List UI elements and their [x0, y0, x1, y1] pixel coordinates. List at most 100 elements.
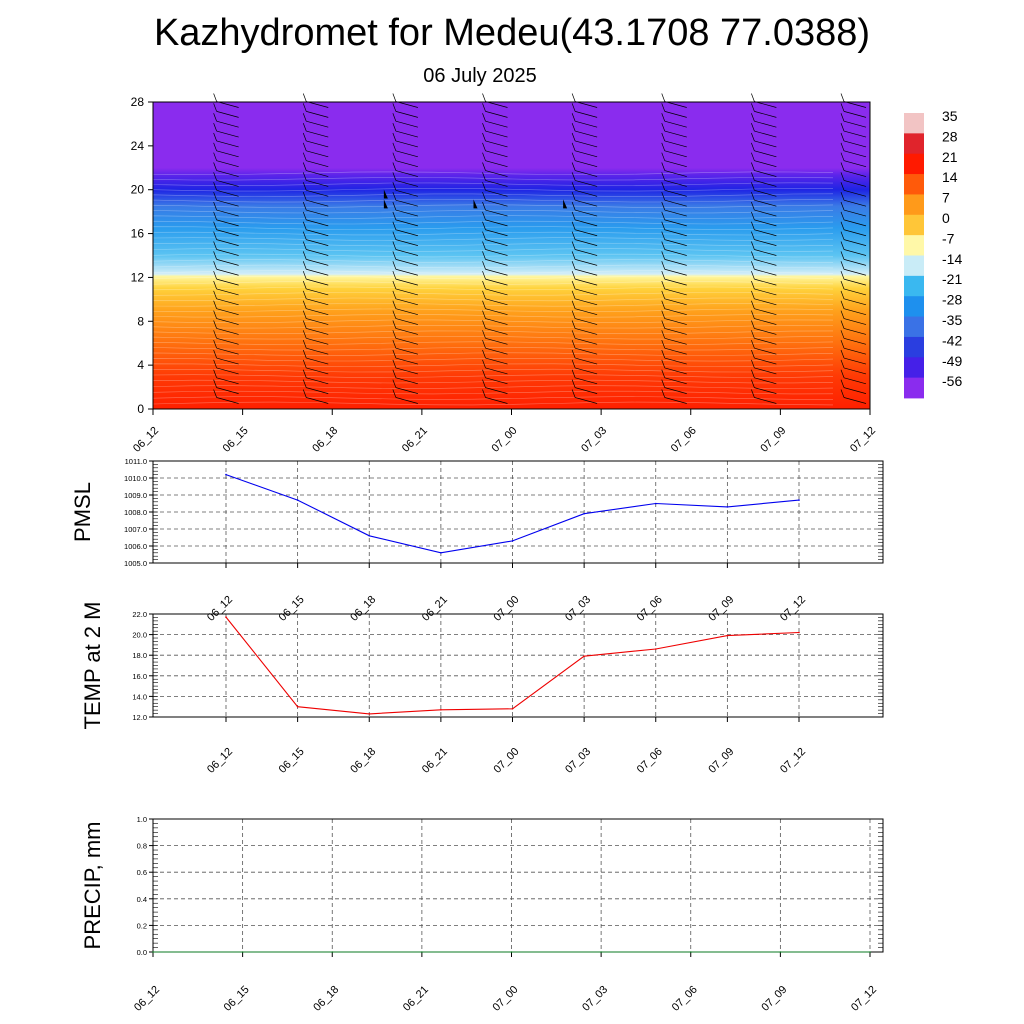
wind-barb [843, 130, 867, 138]
wind-barb-feather [392, 320, 397, 329]
wind-barb [843, 249, 867, 256]
wind-barb-feather [661, 221, 666, 230]
wind-barb [395, 288, 418, 296]
wind-barb-feather [302, 300, 307, 309]
wind-barb-feather [840, 349, 845, 359]
wind-barb-feather [213, 320, 217, 329]
wind-barb [575, 367, 598, 375]
wind-barb [754, 298, 777, 306]
wind-barb [754, 278, 777, 286]
wind-barb-feather [840, 93, 845, 102]
wind-barb-feather [751, 251, 755, 260]
wind-barb-feather [213, 93, 217, 102]
wind-barb-feather [482, 320, 486, 329]
wind-barb-feather [213, 359, 217, 369]
chart-subtitle: 06 July 2025 [423, 65, 537, 87]
wind-barb [754, 120, 777, 128]
wind-barb-feather [751, 270, 755, 280]
wind-barb [395, 180, 418, 187]
y-tick-label: 16 [131, 227, 145, 241]
x-tick-label: 07_09 [758, 425, 788, 455]
wind-barb [575, 150, 598, 158]
wind-barb-feather [392, 182, 397, 191]
wind-barb-feather [751, 369, 755, 378]
y-tick-label: 24 [131, 139, 145, 153]
wind-barb [754, 268, 777, 276]
wind-barb-feather [751, 182, 755, 191]
wind-barb-feather [302, 359, 307, 369]
contour-line [152, 368, 834, 373]
precip-point [690, 951, 692, 953]
wind-barb [664, 249, 687, 256]
wind-barb [575, 120, 598, 128]
wind-barb [306, 140, 329, 148]
wind-barb-feather [840, 389, 845, 398]
pmsl-point [511, 540, 514, 542]
wind-barb [395, 219, 418, 227]
x-tick-label: 07_03 [579, 425, 609, 455]
wind-barb-feather [213, 389, 217, 398]
wind-barb-feather [213, 132, 217, 142]
wind-barb-feather [661, 261, 666, 270]
wind-barb-feather [482, 369, 486, 378]
wind-barb-feather [392, 290, 397, 299]
wind-barb [485, 347, 508, 355]
wind-barb-feather [571, 369, 576, 378]
wind-barb-feather [661, 270, 666, 280]
contour-line [152, 187, 833, 192]
wind-barb-feather [482, 241, 486, 250]
panel-frame [152, 818, 884, 953]
y-tick-label: 28 [131, 95, 145, 109]
wind-barb [664, 367, 687, 375]
wind-barb-feather [302, 270, 307, 280]
wind-barb-feather [302, 369, 307, 378]
wind-pennant [383, 189, 388, 199]
wind-barb [306, 357, 329, 365]
wind-barb-feather [751, 192, 755, 201]
wind-barb [575, 209, 598, 217]
wind-barb [485, 180, 508, 187]
contour-line [152, 259, 834, 263]
wind-barb-feather [840, 290, 845, 299]
wind-barb [664, 170, 687, 177]
pmsl-point [440, 552, 442, 554]
y-tick-label: 20 [131, 183, 145, 197]
wind-barb-feather [661, 211, 666, 221]
wind-barb-feather [751, 162, 755, 171]
wind-barb-feather [302, 241, 307, 250]
wind-barb-feather [571, 349, 576, 359]
wind-barb [216, 170, 239, 177]
x-tick-label: 06_18 [310, 425, 340, 455]
wind-barb [843, 318, 867, 325]
wind-barb [395, 140, 418, 148]
wind-barb-feather [840, 172, 845, 181]
wind-barb [575, 397, 598, 404]
wind-barb-feather [213, 201, 217, 211]
contour-line [152, 242, 834, 247]
wind-barb-feather [213, 300, 217, 309]
wind-barb-feather [840, 241, 845, 250]
y-tick-label: 1009.0 [124, 491, 147, 500]
wind-barb-feather [302, 142, 307, 151]
wind-barb-feather [571, 320, 576, 329]
colorbar-label: -56 [942, 373, 962, 389]
y-tick-label: 1006.0 [124, 542, 147, 551]
wind-barb [485, 397, 508, 404]
wind-barb [395, 170, 418, 177]
wind-barb-feather [482, 103, 486, 112]
temp-point [296, 705, 299, 708]
wind-barb-feather [213, 349, 217, 359]
wind-barb-feather [571, 330, 576, 339]
wind-barb [216, 150, 239, 158]
colorbar-label: 7 [942, 190, 950, 206]
wind-barb-feather [751, 231, 755, 240]
wind-barb [216, 387, 239, 394]
wind-barb [216, 229, 239, 237]
wind-barb-feather [213, 192, 217, 201]
wind-barb-feather [482, 300, 486, 309]
wind-barb [575, 130, 598, 138]
wind-barb [754, 150, 777, 158]
colorbar-label: 35 [942, 108, 958, 124]
wind-barb-feather [661, 152, 666, 161]
wind-barb [216, 209, 239, 217]
